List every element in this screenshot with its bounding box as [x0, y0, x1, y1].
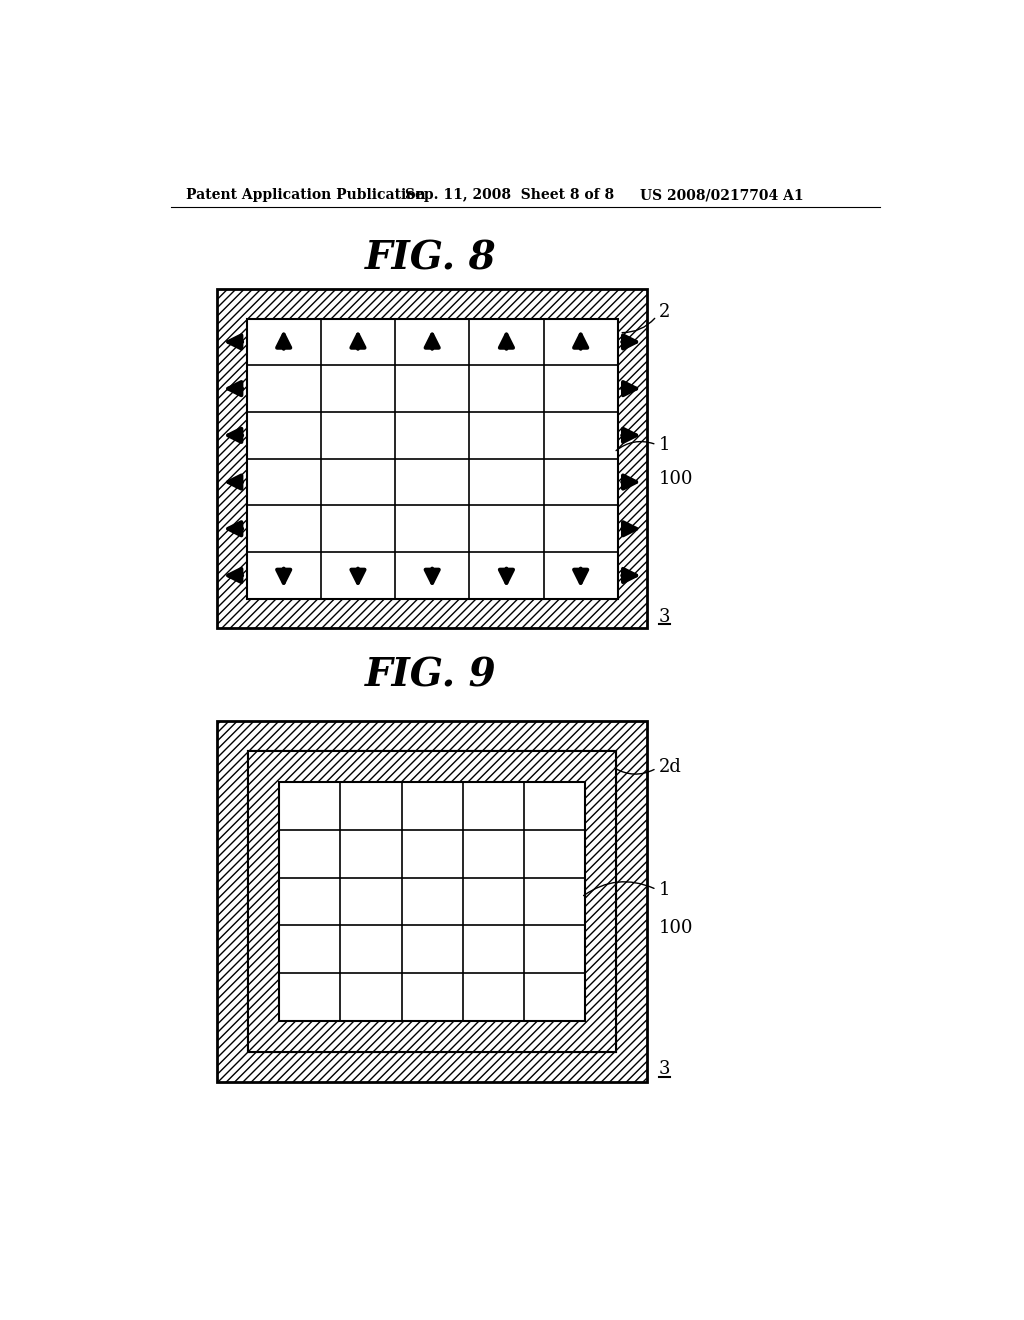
Bar — [217, 599, 647, 628]
Bar — [217, 751, 248, 1052]
Text: 2: 2 — [658, 304, 671, 321]
Text: Sep. 11, 2008  Sheet 8 of 8: Sep. 11, 2008 Sheet 8 of 8 — [406, 189, 614, 202]
Bar — [217, 318, 247, 599]
Bar — [217, 721, 647, 1082]
Text: 3: 3 — [658, 607, 671, 626]
Text: 1: 1 — [658, 436, 671, 454]
Bar — [280, 781, 586, 1020]
Bar — [248, 1020, 616, 1052]
Text: 100: 100 — [658, 919, 693, 937]
Bar — [617, 318, 647, 599]
Bar — [217, 721, 647, 751]
Text: FIG. 9: FIG. 9 — [365, 657, 496, 694]
Bar — [586, 781, 616, 1020]
Text: Patent Application Publication: Patent Application Publication — [186, 189, 426, 202]
Bar — [248, 781, 280, 1020]
Text: 3: 3 — [658, 1060, 671, 1077]
Bar — [248, 751, 616, 1052]
Text: FIG. 8: FIG. 8 — [365, 239, 496, 277]
Text: 2d: 2d — [658, 758, 682, 776]
Bar — [217, 289, 647, 318]
Bar — [217, 1052, 647, 1082]
Text: US 2008/0217704 A1: US 2008/0217704 A1 — [640, 189, 803, 202]
Bar — [616, 751, 647, 1052]
Bar — [248, 751, 616, 781]
Text: 100: 100 — [658, 470, 693, 488]
Bar — [248, 751, 616, 1052]
Bar — [247, 318, 617, 599]
Bar — [217, 289, 647, 628]
Text: 1: 1 — [658, 880, 671, 899]
